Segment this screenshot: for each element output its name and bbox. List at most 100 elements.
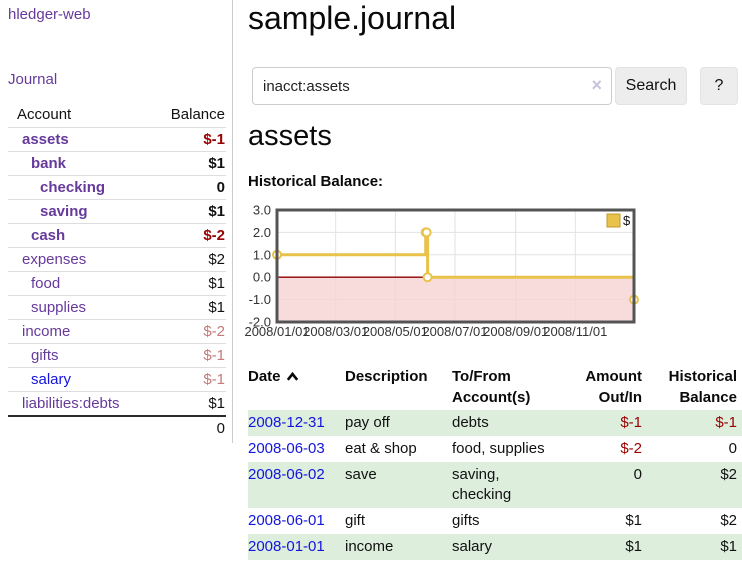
account-balance: $1: [153, 271, 226, 296]
register-amount: $1: [625, 538, 642, 555]
account-link[interactable]: cash: [31, 227, 66, 244]
account-link[interactable]: bank: [31, 155, 67, 172]
register-amount: 0: [633, 466, 642, 483]
account-link[interactable]: gifts: [31, 347, 59, 364]
account-row: assets $-1: [8, 127, 226, 152]
search-form: × Search ?: [252, 67, 742, 105]
account-link[interactable]: saving: [40, 203, 88, 220]
register-date-link[interactable]: 2008-12-31: [248, 414, 325, 431]
accounts-header-row: Account Balance: [8, 103, 226, 128]
register-date-link[interactable]: 2008-06-02: [248, 466, 325, 483]
account-row: cash $-2: [8, 223, 226, 248]
accounts-header-balance: Balance: [170, 106, 225, 123]
register-header-amount: Amount Out/In: [585, 368, 642, 406]
sidebar-item-journal[interactable]: Journal: [8, 71, 58, 88]
register-row: 2008-06-01 gift gifts $1 $2: [248, 508, 742, 534]
register-row: 2008-01-01 income salary $1 $1: [248, 534, 742, 560]
register-description: gift: [345, 512, 366, 529]
register-row: 2008-06-03 eat & shop food, supplies $-2 0: [248, 436, 742, 462]
register-balance: $1: [720, 538, 737, 555]
account-link[interactable]: salary: [31, 371, 72, 388]
register-row: 2008-12-31 pay off debts $-1 $-1: [248, 410, 742, 436]
register-description: eat & shop: [345, 440, 417, 457]
search-input-wrap: ×: [252, 67, 612, 105]
sidebar-divider: [232, 0, 233, 443]
account-link[interactable]: liabilities:debts: [22, 395, 120, 412]
page-title: sample.journal: [248, 0, 457, 36]
register-accounts: food, supplies: [452, 440, 545, 457]
account-row: food $1: [8, 271, 226, 296]
svg-text:1.0: 1.0: [253, 247, 271, 262]
account-balance: $1: [153, 295, 226, 320]
account-row: supplies $1: [8, 295, 226, 320]
help-button[interactable]: ?: [700, 67, 738, 105]
register-accounts: debts: [452, 414, 489, 431]
chart-title: Historical Balance:: [248, 173, 384, 190]
register-row: 2008-06-02 save saving, checking 0 $2: [248, 462, 742, 508]
account-balance: $-1: [153, 127, 226, 152]
register-description: save: [345, 466, 377, 483]
svg-text:$: $: [623, 213, 631, 228]
register-description: pay off: [345, 414, 390, 431]
register-table-body: 2008-12-31 pay off debts $-1 $-1 2008-06-03 ea…: [248, 410, 742, 560]
search-input[interactable]: [252, 67, 612, 105]
account-row: liabilities:debts $1: [8, 391, 226, 416]
accounts-table-body: assets $-1 bank $1 checking 0 saving $1 cash $-2 e…: [8, 127, 226, 416]
main-content: sample.journal × Search ? assets Histori…: [244, 0, 742, 582]
register-header-accounts: To/From Account(s): [452, 368, 531, 406]
accounts-table: Account Balance assets $-1 bank $1 checking 0…: [8, 103, 226, 440]
accounts-total-row: 0: [8, 415, 226, 440]
svg-text:-2.0: -2.0: [249, 315, 271, 330]
account-link[interactable]: income: [22, 323, 71, 340]
account-row: salary $-1: [8, 367, 226, 392]
account-link[interactable]: checking: [40, 179, 106, 196]
register-date-link[interactable]: 2008-06-03: [248, 440, 325, 457]
register-header-row: Date Description To/From Account(s) Amou…: [248, 362, 742, 410]
account-balance: $-1: [153, 367, 226, 392]
brand-link[interactable]: hledger-web: [8, 6, 91, 23]
register-accounts: gifts: [452, 512, 480, 529]
account-balance: $2: [153, 247, 226, 272]
account-heading: assets: [248, 120, 332, 152]
account-row: checking 0: [8, 175, 226, 200]
account-link[interactable]: expenses: [22, 251, 87, 268]
register-balance: $2: [720, 466, 737, 483]
account-balance: $1: [153, 151, 226, 176]
register-balance: $2: [720, 512, 737, 529]
register-header-description: Description: [345, 368, 428, 385]
svg-text:-1.0: -1.0: [249, 292, 271, 307]
register-balance: $-1: [715, 414, 737, 431]
account-link[interactable]: supplies: [31, 299, 87, 316]
svg-text:2008/09/01: 2008/09/01: [483, 324, 548, 339]
accounts-header-account: Account: [17, 106, 72, 123]
account-balance: $-2: [153, 223, 226, 248]
register-accounts: saving, checking: [452, 466, 512, 503]
register-header-date-label: Date: [248, 368, 281, 385]
register-accounts: salary: [452, 538, 493, 555]
account-balance: $1: [153, 391, 226, 416]
register-table: Date Description To/From Account(s) Amou…: [248, 362, 742, 560]
register-header-balance: Historical Balance: [668, 368, 737, 406]
balance-chart: 3.0 2.0 1.0 0.0 -1.0 -2.02008/01/012008/03/01…: [244, 203, 639, 339]
account-link[interactable]: food: [31, 275, 61, 292]
svg-text:2008/03/01: 2008/03/01: [303, 324, 368, 339]
register-description: income: [345, 538, 394, 555]
clear-search-icon[interactable]: ×: [591, 75, 602, 95]
account-row: gifts $-1: [8, 343, 226, 368]
accounts-total: 0: [153, 415, 226, 440]
register-amount: $-1: [620, 414, 642, 431]
svg-text:2008/07/01: 2008/07/01: [422, 324, 487, 339]
register-date-link[interactable]: 2008-01-01: [248, 538, 325, 555]
account-balance: $-2: [153, 319, 226, 344]
account-balance: $1: [153, 199, 226, 224]
account-link[interactable]: assets: [22, 131, 69, 148]
svg-text:2.0: 2.0: [253, 225, 271, 240]
sort-ascending-icon: [286, 371, 298, 381]
register-header-date[interactable]: Date: [248, 362, 345, 410]
register-date-link[interactable]: 2008-06-01: [248, 512, 325, 529]
search-button[interactable]: Search: [615, 67, 687, 105]
account-row: bank $1: [8, 151, 226, 176]
register-balance: 0: [728, 440, 737, 457]
svg-text:0.0: 0.0: [253, 270, 271, 285]
svg-text:3.0: 3.0: [253, 203, 271, 218]
